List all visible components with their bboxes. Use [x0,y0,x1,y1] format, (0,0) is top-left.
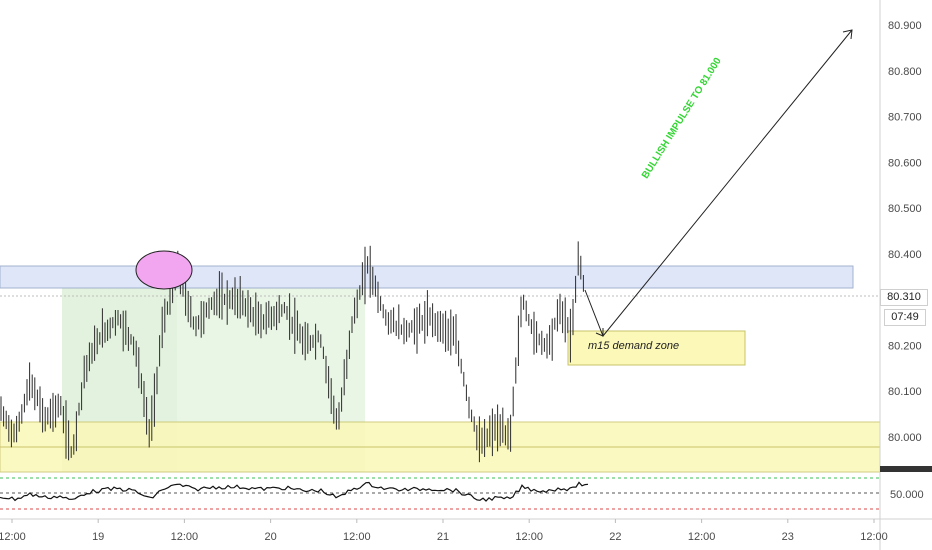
time-tick-label: 22 [609,531,621,543]
price-tick-label: 80.900 [888,20,922,32]
projection-arrowhead-low [595,328,604,337]
time-tick-label: 12:00 [0,531,26,543]
time-tick-label: 12:00 [688,531,716,543]
demand-zone [567,330,746,366]
time-tick-label: 21 [437,531,449,543]
time-tick-label: 12:00 [860,531,888,543]
time-tick-label: 12:00 [171,531,199,543]
oscillator-line [0,481,589,502]
price-marker [880,466,932,472]
time-axis-ticks: 12:00 19 12:00 20 12:00 21 12:00 22 12:00 23 12:00… [0,519,888,543]
time-tick-label: 20 [264,531,276,543]
time-tick-label: 12:00 [515,531,543,543]
price-tick-label: 80.000 [888,432,922,444]
price-axis-ticks: 80.900 80.800 80.700 80.600 80.500 80.400 80.2… [888,20,922,444]
demand-zone-label: m15 demand zone [588,340,680,352]
price-tick-label: 80.400 [888,249,922,261]
current-price-badge: 80.310 [880,289,928,306]
price-tick-label: 80.200 [888,340,922,352]
projection-path [584,29,853,337]
time-tick-label: 23 [782,531,794,543]
highlight-ellipse [135,250,193,290]
price-tick-label: 80.600 [888,157,922,169]
time-tick-label: 19 [92,531,104,543]
price-tick-label: 80.500 [888,203,922,215]
oscillator-tick-label: 50.000 [890,489,924,501]
time-tick-label: 12:00 [343,531,371,543]
projection-arrowhead-high [842,29,853,40]
price-tick-label: 80.800 [888,66,922,78]
countdown-badge: 07:49 [884,309,926,326]
price-tick-label: 80.100 [888,386,922,398]
price-bars [0,241,584,463]
resistance-zone [0,265,854,289]
price-tick-label: 80.700 [888,112,922,124]
